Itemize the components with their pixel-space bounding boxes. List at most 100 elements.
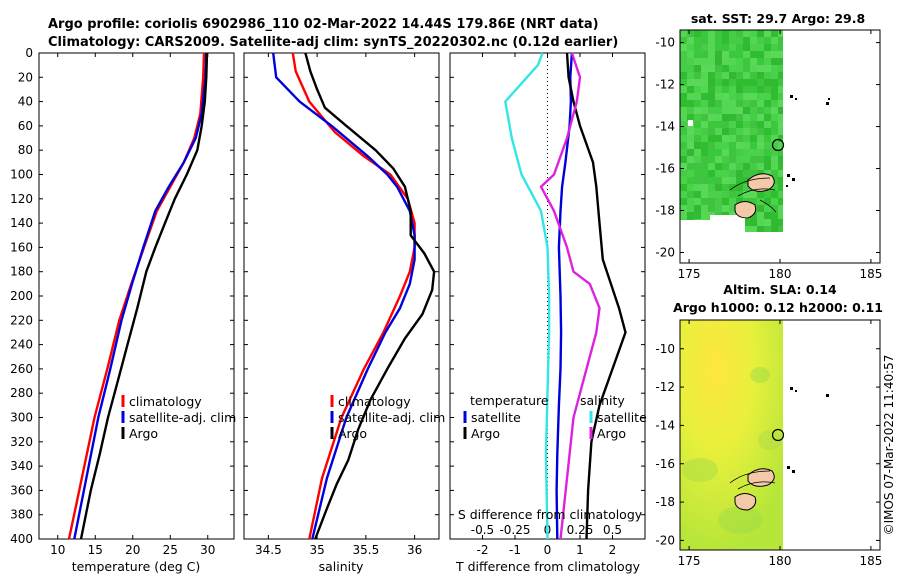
sst-heatmap-cell <box>708 191 715 198</box>
sst-heatmap-cell <box>736 114 743 121</box>
legend-label-argo: Argo <box>129 426 158 441</box>
sst-heatmap-cell <box>701 142 708 149</box>
sst-heatmap-cell <box>715 58 722 65</box>
sst-heatmap-cell <box>715 191 722 198</box>
sst-heatmap-cell <box>743 37 750 44</box>
sst-heatmap-cell <box>687 65 694 72</box>
sst-heatmap-cell <box>701 44 708 51</box>
sst-heatmap-cell <box>771 37 778 44</box>
sst-heatmap-cell <box>701 135 708 142</box>
sst-heatmap-cell <box>715 198 722 205</box>
sst-heatmap-cell <box>694 37 701 44</box>
sst-heatmap-cell <box>687 142 694 149</box>
sst-heatmap-cell <box>778 58 783 65</box>
sst-heatmap-cell <box>764 198 771 205</box>
sst-heatmap-cell <box>757 114 764 121</box>
sst-heatmap-cell <box>736 107 743 114</box>
sst-heatmap-cell <box>771 100 778 107</box>
sst-heatmap-cell <box>743 191 750 198</box>
sst-heatmap-cell <box>708 114 715 121</box>
sst-heatmap-cell <box>694 156 701 163</box>
sst-heatmap-cell <box>757 79 764 86</box>
argo-location-marker <box>771 138 785 152</box>
sst-heatmap-cell <box>708 198 715 205</box>
sst-heatmap-cell <box>722 79 729 86</box>
sst-heatmap-cell <box>750 107 757 114</box>
sst-heatmap-cell <box>778 72 783 79</box>
x-tick-label: 35 <box>309 543 324 557</box>
legend-label-s-satellite: satellite <box>597 410 647 425</box>
sst-heatmap-cell <box>722 198 729 205</box>
sst-heatmap-cell <box>715 149 722 156</box>
map-x-tick-label: 180 <box>769 267 792 281</box>
sst-heatmap-cell <box>694 100 701 107</box>
sst-heatmap-cell <box>757 93 764 100</box>
sst-heatmap-cell <box>687 30 694 37</box>
sst-heatmap-cell <box>722 100 729 107</box>
sst-heatmap-cell <box>715 44 722 51</box>
sst-heatmap-cell <box>771 163 778 170</box>
sst-heatmap-cell <box>694 58 701 65</box>
map-x-tick-label: 175 <box>678 554 701 568</box>
sst-heatmap-cell <box>680 156 687 163</box>
sst-heatmap-cell <box>722 44 729 51</box>
sst-heatmap-cell <box>778 184 783 191</box>
sst-heatmap-cell <box>722 170 729 177</box>
sst-heatmap-cell <box>778 51 783 58</box>
sst-heatmap-cell <box>694 205 701 212</box>
sst-heatmap-cell <box>708 51 715 58</box>
sst-heatmap-cell <box>778 142 783 149</box>
depth-tick-label: 180 <box>10 265 33 279</box>
sst-heatmap-cell <box>736 58 743 65</box>
temperature-panel-frame <box>38 52 235 540</box>
sst-heatmap-cell <box>701 58 708 65</box>
legend-label-argo: Argo <box>338 426 367 441</box>
map-x-tick-label: 175 <box>678 267 701 281</box>
sst-heatmap-cell <box>771 226 778 233</box>
temperature-legend: climatology satellite-adj. clim Argo <box>121 394 236 441</box>
sst-heatmap-cell <box>764 65 771 72</box>
sst-heatmap-cell <box>701 93 708 100</box>
sst-heatmap-cell <box>764 156 771 163</box>
sst-heatmap-cell <box>750 128 757 135</box>
sst-heatmap-cell <box>729 128 736 135</box>
sst-heatmap-cell <box>771 114 778 121</box>
sst-heatmap-cell <box>743 135 750 142</box>
sst-heatmap-cell <box>722 114 729 121</box>
sst-heatmap-cell <box>778 93 783 100</box>
sst-heatmap-cell <box>701 51 708 58</box>
sst-heatmap-cell <box>729 79 736 86</box>
sst-heatmap-cell <box>743 114 750 121</box>
sst-heatmap-cell <box>680 177 687 184</box>
map-y-tick-label: -16 <box>655 162 675 176</box>
depth-tick-label: 0 <box>25 46 33 60</box>
sst-heatmap-cell <box>701 149 708 156</box>
sst-heatmap-cell <box>715 170 722 177</box>
sst-heatmap-cell <box>722 156 729 163</box>
sst-heatmap-cell <box>729 37 736 44</box>
sst-heatmap-cell <box>715 177 722 184</box>
legend-label-satellite: satellite-adj. clim <box>129 410 236 425</box>
sst-heatmap-cell <box>729 198 736 205</box>
sst-heatmap-cell <box>687 177 694 184</box>
sst-heatmap-cell <box>750 51 757 58</box>
sst-heatmap-cell <box>771 170 778 177</box>
sst-heatmap-cell <box>708 184 715 191</box>
series-line-s-satellite <box>504 52 551 540</box>
sst-heatmap-cell <box>694 149 701 156</box>
depth-tick-label: 100 <box>10 168 33 182</box>
sla-blotches <box>682 367 782 534</box>
sst-heatmap-cell <box>694 163 701 170</box>
sst-heatmap-cell <box>715 184 722 191</box>
sst-heatmap-cell <box>771 191 778 198</box>
sst-heatmap-cell <box>680 51 687 58</box>
sst-heatmap-cell <box>750 100 757 107</box>
sst-heatmap-cell <box>736 135 743 142</box>
sst-heatmap-cell <box>680 79 687 86</box>
sst-heatmap-cell <box>701 198 708 205</box>
sst-heatmap-cell <box>722 135 729 142</box>
map-y-tick-label: -12 <box>655 380 675 394</box>
x-tick-label: 36 <box>407 543 422 557</box>
sst-heatmap-cell <box>687 163 694 170</box>
sst-heatmap-cell <box>701 170 708 177</box>
